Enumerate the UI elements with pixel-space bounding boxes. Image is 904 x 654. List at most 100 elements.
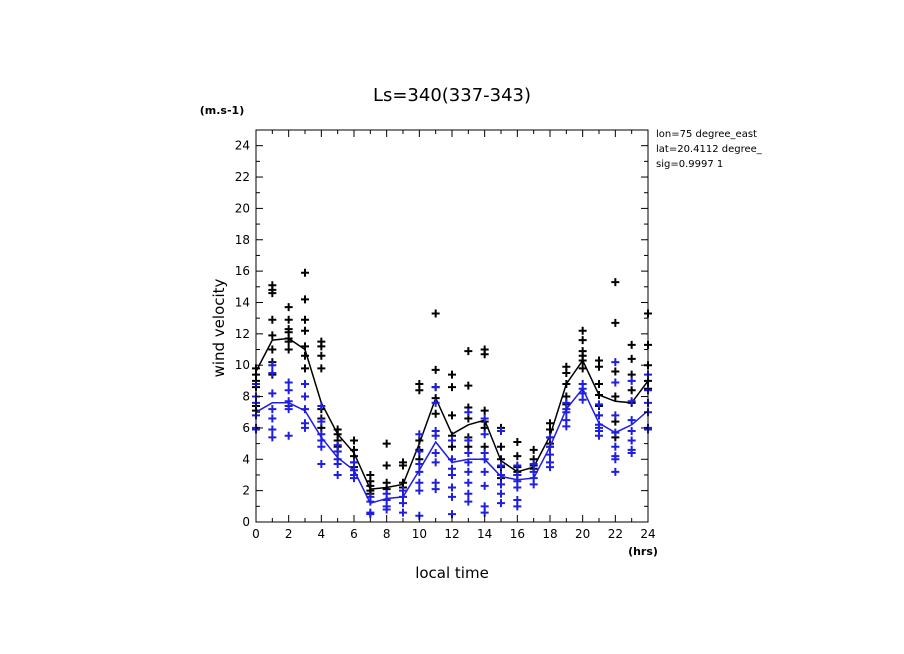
data-point bbox=[415, 459, 424, 468]
annotation-lon: lon=75 degree_east bbox=[656, 129, 757, 140]
data-point bbox=[480, 430, 489, 439]
data-point bbox=[301, 315, 309, 324]
data-point bbox=[546, 463, 554, 472]
data-point bbox=[578, 395, 587, 404]
data-point bbox=[268, 425, 277, 434]
data-point bbox=[268, 345, 277, 354]
data-point bbox=[529, 459, 538, 468]
data-point bbox=[301, 364, 309, 373]
data-point bbox=[415, 478, 424, 487]
data-point bbox=[480, 481, 489, 490]
data-point bbox=[415, 430, 424, 439]
data-point bbox=[627, 436, 636, 445]
data-point bbox=[464, 449, 473, 458]
data-point bbox=[268, 389, 277, 398]
data-point bbox=[431, 458, 440, 467]
data-point bbox=[399, 499, 407, 508]
data-point bbox=[268, 315, 277, 324]
data-point bbox=[627, 354, 636, 363]
data-point bbox=[268, 414, 277, 423]
data-point bbox=[595, 400, 603, 409]
data-point bbox=[333, 459, 342, 468]
data-point bbox=[301, 295, 309, 304]
data-point bbox=[317, 342, 326, 351]
y-tick-label: 4 bbox=[242, 452, 250, 466]
data-point bbox=[415, 486, 424, 495]
y-tick-label: 10 bbox=[235, 358, 250, 372]
data-point bbox=[268, 433, 277, 442]
data-point bbox=[595, 411, 603, 420]
data-point bbox=[431, 485, 440, 494]
data-point bbox=[268, 369, 277, 378]
annotation-block: lon=75 degree_east lat=20.4112 degree_ s… bbox=[656, 129, 763, 170]
data-point bbox=[301, 268, 309, 277]
x-tick-label: 16 bbox=[510, 527, 525, 541]
data-point bbox=[301, 423, 309, 432]
data-point bbox=[513, 483, 522, 492]
data-point bbox=[317, 364, 326, 373]
annotation-sig: sig=0.9997 1 bbox=[656, 159, 723, 170]
data-point bbox=[284, 405, 293, 414]
data-point bbox=[627, 340, 636, 349]
data-point bbox=[317, 459, 326, 468]
data-point bbox=[480, 406, 489, 415]
data-point bbox=[284, 315, 293, 324]
data-point bbox=[497, 470, 505, 479]
y-tick-label: 8 bbox=[242, 390, 250, 404]
data-point bbox=[464, 489, 473, 498]
data-point bbox=[595, 362, 603, 371]
data-point bbox=[366, 510, 375, 519]
x-tick-label: 8 bbox=[383, 527, 391, 541]
y-tick-label: 20 bbox=[235, 201, 250, 215]
data-point bbox=[627, 449, 636, 458]
data-point bbox=[611, 278, 620, 287]
data-point bbox=[350, 458, 358, 467]
x-tick-label: 20 bbox=[575, 527, 590, 541]
data-point bbox=[284, 345, 293, 354]
data-point bbox=[399, 508, 407, 517]
series-line-1 bbox=[255, 387, 649, 505]
data-point bbox=[595, 431, 603, 440]
x-tick-label: 2 bbox=[285, 527, 293, 541]
data-point bbox=[464, 497, 473, 506]
x-tick-label: 14 bbox=[477, 527, 492, 541]
data-point bbox=[415, 447, 424, 456]
data-point bbox=[497, 480, 505, 489]
data-point bbox=[480, 467, 489, 476]
data-point bbox=[627, 376, 636, 385]
data-point bbox=[399, 461, 407, 470]
data-point bbox=[546, 433, 554, 442]
data-point bbox=[497, 461, 505, 470]
data-point bbox=[464, 347, 473, 356]
data-point bbox=[497, 442, 505, 451]
data-point bbox=[546, 450, 554, 459]
data-point bbox=[284, 386, 293, 395]
data-point bbox=[448, 483, 456, 492]
data-point bbox=[611, 442, 620, 451]
annotation-lat: lat=20.4112 degree_ bbox=[656, 144, 763, 155]
y-unit-label: (m.s-1) bbox=[200, 104, 244, 117]
data-point bbox=[595, 380, 603, 389]
data-point bbox=[301, 326, 309, 335]
data-point bbox=[333, 447, 342, 456]
data-point bbox=[431, 398, 440, 407]
x-axis-label: local time bbox=[415, 564, 489, 582]
data-point bbox=[611, 411, 620, 420]
x-tick-label: 12 bbox=[444, 527, 459, 541]
data-point bbox=[464, 467, 473, 476]
data-point bbox=[464, 381, 473, 390]
data-point bbox=[497, 427, 505, 436]
data-point bbox=[480, 350, 489, 359]
data-point bbox=[578, 326, 587, 335]
y-tick-label: 2 bbox=[242, 484, 250, 498]
series-1 bbox=[252, 358, 652, 520]
data-point bbox=[268, 331, 277, 340]
data-point bbox=[578, 364, 587, 373]
data-point bbox=[562, 369, 571, 378]
data-point bbox=[268, 289, 277, 298]
data-point bbox=[415, 386, 424, 395]
x-unit-label: (hrs) bbox=[628, 545, 658, 558]
data-point bbox=[317, 442, 326, 451]
data-point bbox=[301, 380, 309, 389]
